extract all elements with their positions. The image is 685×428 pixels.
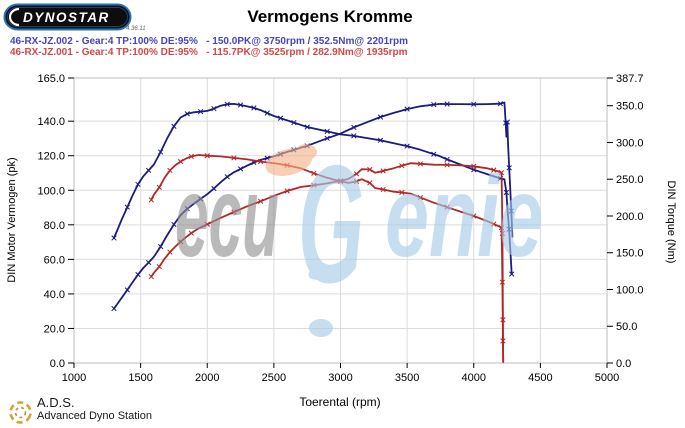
series-run-002-torque-markers [111, 101, 515, 277]
svg-text:50.0: 50.0 [616, 321, 637, 333]
axis-ticks-and-labels: 1000 1500 2000 2500 3000 3500 4000 4500 5000 165.… [37, 73, 643, 384]
axis-titles: DIN Motor Vermogen (pk) DIN Torque (Nm) To… [6, 157, 677, 409]
svg-text:150.0: 150.0 [616, 248, 644, 260]
svg-text:1500: 1500 [128, 372, 152, 384]
series-run-002-power-markers [111, 101, 514, 312]
svg-text:20.0: 20.0 [44, 323, 65, 335]
svg-text:100.0: 100.0 [37, 185, 65, 197]
logo-version-text: 4.36.11 [126, 26, 146, 32]
legend-run-label: 46-RX-JZ.002 - Gear:4 TP:100% DE:95% - 1… [10, 36, 409, 47]
svg-text:100.0: 100.0 [616, 284, 644, 296]
svg-text:2500: 2500 [262, 372, 286, 384]
svg-text:5000: 5000 [595, 372, 619, 384]
svg-text:40.0: 40.0 [44, 289, 65, 301]
svg-text:80.0: 80.0 [44, 220, 65, 232]
svg-text:120.0: 120.0 [37, 151, 65, 163]
watermark-enie-text: enie [385, 153, 543, 281]
series-run-001-torque [148, 153, 506, 362]
series-run-001-power [148, 161, 506, 363]
svg-text:350.0: 350.0 [616, 101, 644, 113]
svg-text:250.0: 250.0 [616, 174, 644, 186]
genie-tail-icon [308, 264, 332, 280]
watermark-genie-g: G [298, 130, 364, 318]
svg-text:165.0: 165.0 [37, 73, 65, 85]
y-axis-right-title: DIN Torque (Nm) [665, 181, 677, 264]
svg-text:3000: 3000 [328, 372, 352, 384]
legend-run-label: 46-RX-JZ.001 - Gear:4 TP:100% DE:95% - 1… [10, 47, 408, 58]
svg-text:60.0: 60.0 [44, 254, 65, 266]
ads-logo-icon [7, 399, 34, 428]
dynostar-logo-icon: DYNOSTAR [3, 3, 132, 31]
svg-text:4000: 4000 [462, 372, 486, 384]
dynostar-logo: DYNOSTAR [3, 3, 133, 37]
svg-text:0.0: 0.0 [616, 358, 631, 370]
svg-text:200.0: 200.0 [616, 211, 644, 223]
run-legend: 46-RX-JZ.002 - Gear:4 TP:100% DE:95% - 1… [10, 37, 408, 59]
svg-text:140.0: 140.0 [37, 116, 65, 128]
svg-text:1000: 1000 [62, 372, 86, 384]
svg-text:4500: 4500 [528, 372, 552, 384]
svg-text:0.0: 0.0 [50, 358, 65, 370]
svg-text:300.0: 300.0 [616, 137, 644, 149]
x-axis-title: Toerental (rpm) [299, 395, 380, 409]
footer-brand-abbr: A.D.S. [37, 395, 75, 410]
svg-text:3500: 3500 [395, 372, 419, 384]
page-title: Vermogens Kromme [247, 7, 413, 26]
watermark-ecu-text: ecu [175, 153, 279, 281]
svg-text:2000: 2000 [195, 372, 219, 384]
plot-grid [74, 78, 607, 363]
series-run-001-power-markers [148, 161, 506, 323]
footer-brand-name: Advanced Dyno Station [37, 410, 152, 422]
svg-text:387.7: 387.7 [616, 73, 644, 85]
dynostar-logo-text: DYNOSTAR [23, 10, 110, 25]
y-axis-left-title: DIN Motor Vermogen (pk) [6, 157, 18, 282]
